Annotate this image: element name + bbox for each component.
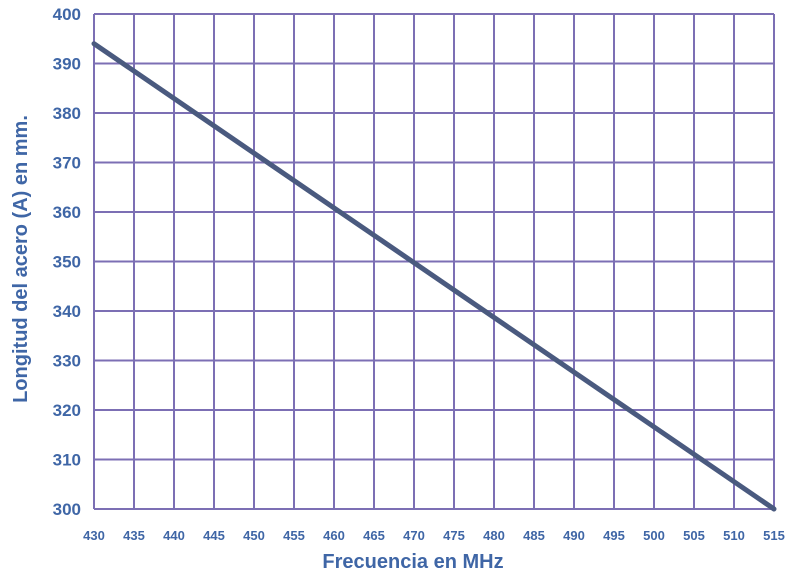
x-axis-title: Frecuencia en MHz — [322, 551, 503, 573]
y-tick-label: 360 — [53, 203, 81, 222]
y-tick-label: 350 — [53, 253, 81, 272]
y-tick-label: 370 — [53, 154, 81, 173]
y-tick-label: 320 — [53, 401, 81, 420]
x-tick-label: 460 — [323, 528, 345, 543]
y-tick-label: 340 — [53, 302, 81, 321]
series-line-1 — [91, 41, 777, 512]
x-tick-label: 500 — [643, 528, 665, 543]
y-tick-label: 310 — [53, 451, 81, 470]
x-tick-label: 495 — [603, 528, 625, 543]
x-tick-label: 510 — [723, 528, 745, 543]
x-tick-label: 435 — [123, 528, 145, 543]
y-axis-title: Longitud del acero (A) en mm. — [10, 115, 32, 403]
x-tick-label: 505 — [683, 528, 705, 543]
y-tick-label: 300 — [53, 500, 81, 519]
x-tick-label: 480 — [483, 528, 505, 543]
x-tick-label: 430 — [83, 528, 105, 543]
x-tick-label: 455 — [283, 528, 305, 543]
x-tick-label: 450 — [243, 528, 265, 543]
x-tick-label: 445 — [203, 528, 225, 543]
y-tick-label: 380 — [53, 104, 81, 123]
grid — [93, 13, 775, 510]
x-tick-label: 475 — [443, 528, 465, 543]
x-tick-label: 490 — [563, 528, 585, 543]
y-tick-label: 400 — [53, 5, 81, 24]
x-axis-ticks: 430 435 440 445 450 455 460 465 470 475 480 485 490 4… — [83, 528, 785, 543]
series-layer — [91, 41, 777, 512]
x-tick-label: 485 — [523, 528, 545, 543]
y-tick-label: 330 — [53, 352, 81, 371]
y-axis-ticks: 300 310 320 330 340 350 360 370 380 390 400 — [53, 5, 81, 519]
x-tick-label: 465 — [363, 528, 385, 543]
x-tick-label: 470 — [403, 528, 425, 543]
x-tick-label: 440 — [163, 528, 185, 543]
x-tick-label: 515 — [763, 528, 785, 543]
y-tick-label: 390 — [53, 55, 81, 74]
